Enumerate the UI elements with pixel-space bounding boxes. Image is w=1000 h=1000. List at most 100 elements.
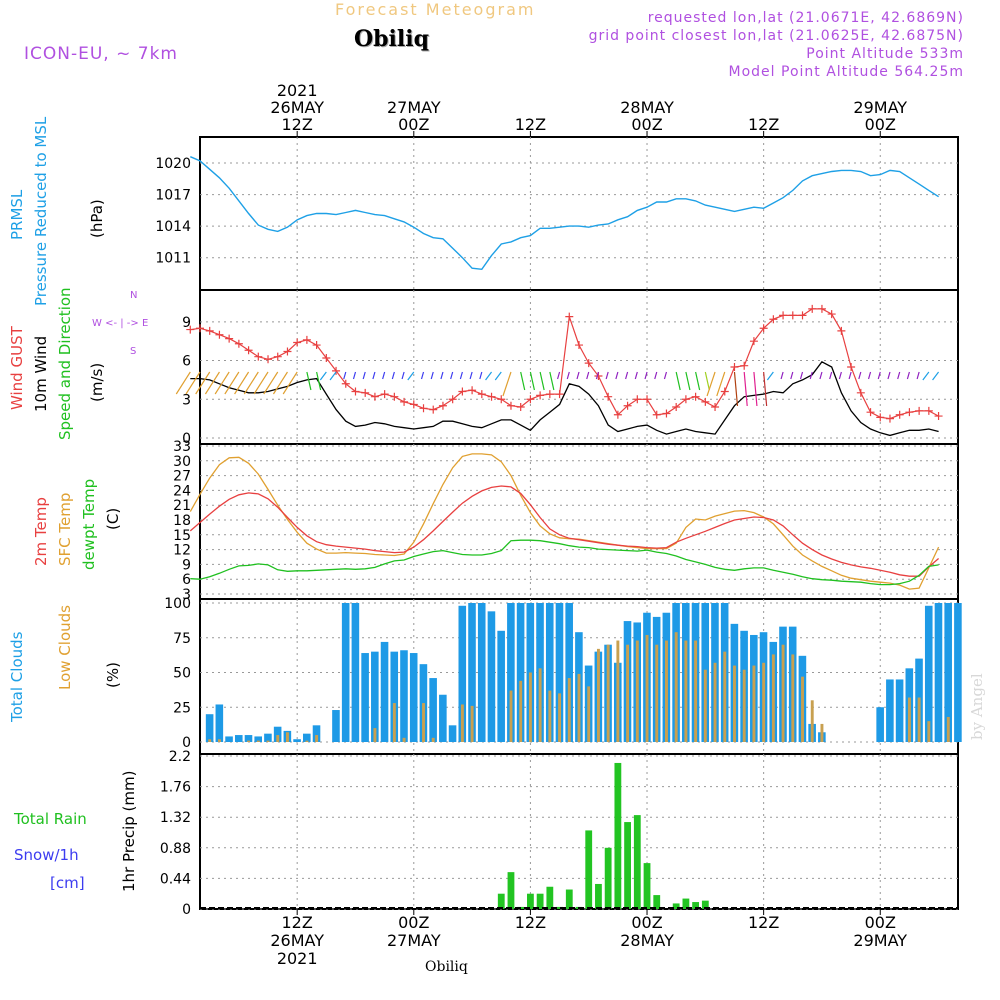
gust-marker xyxy=(662,409,671,418)
gust-marker xyxy=(458,387,467,396)
wind-arrow xyxy=(263,371,279,395)
gust-marker xyxy=(808,304,817,313)
wind-arrow xyxy=(799,371,804,380)
gust-marker xyxy=(322,353,331,362)
wind-arrow xyxy=(352,371,357,380)
top-time-label: 00Z xyxy=(631,115,662,134)
total-rain-label: Total Rain xyxy=(14,810,87,828)
temperature-tick-label: 33 xyxy=(173,439,191,455)
wind-arrow xyxy=(829,371,833,380)
low-cloud-bar xyxy=(762,662,766,742)
wind-arrow xyxy=(766,371,774,381)
low-cloud-bar xyxy=(305,740,309,742)
wind-arrow xyxy=(372,371,376,380)
clouds-tick-label: 100 xyxy=(164,596,191,612)
total-cloud-bar xyxy=(468,603,476,742)
gust-marker xyxy=(730,363,739,371)
wind-arrow xyxy=(695,371,701,391)
total-cloud-bar xyxy=(303,733,311,742)
wind-arrow xyxy=(224,371,240,395)
wind-arrow xyxy=(494,371,502,381)
wind-arrow xyxy=(675,371,681,391)
gust-marker xyxy=(885,414,894,423)
gust-marker xyxy=(264,355,273,364)
low-cloud-bar xyxy=(315,735,319,742)
wind-arrow xyxy=(733,371,739,407)
wind-arrow xyxy=(282,371,298,395)
wind-arrow xyxy=(716,371,726,397)
top-time-label: 12Z xyxy=(282,115,313,134)
low-cloud-bar xyxy=(820,723,824,742)
low-cloud-bar xyxy=(723,651,727,742)
total-cloud-bar xyxy=(273,726,282,742)
gust-marker xyxy=(876,413,885,422)
gust-marker xyxy=(380,390,389,399)
wind-arrow xyxy=(743,371,748,407)
top-time-label: 27MAY xyxy=(387,98,441,117)
top-time-label: 26MAY xyxy=(270,98,324,117)
temperature-tick-label: 6 xyxy=(182,572,191,588)
temperature-tick-label: 15 xyxy=(173,528,191,544)
total-cloud-bar xyxy=(895,679,904,742)
precipitation-tick-label: 1.76 xyxy=(160,780,191,796)
wind-arrow xyxy=(450,371,454,380)
low-cloud-bar xyxy=(528,672,532,742)
wind-line xyxy=(190,360,939,437)
wind-arrow xyxy=(243,371,259,395)
wind-arrow xyxy=(391,371,395,380)
gust-marker xyxy=(487,392,496,401)
wind-tick-label: 0 xyxy=(182,431,191,447)
gust-marker xyxy=(205,326,214,335)
wind-arrow xyxy=(906,371,910,380)
wind-arrow xyxy=(520,371,526,391)
top-time-label: 00Z xyxy=(865,115,896,134)
wind-arrow xyxy=(430,371,434,380)
gust-marker xyxy=(244,346,253,355)
wind-arrow xyxy=(185,371,201,395)
gust-marker xyxy=(643,395,652,404)
low-cloud-bar xyxy=(538,668,542,742)
total-cloud-bar xyxy=(234,735,243,742)
rain-bar xyxy=(653,895,661,909)
low-cloud-bar xyxy=(567,678,571,742)
low-cloud-bar xyxy=(431,737,435,742)
wind-arrow xyxy=(790,371,794,380)
wind-arrow xyxy=(763,371,768,407)
low-cloud-bar xyxy=(733,665,736,742)
total-cloud-bar xyxy=(934,603,943,742)
low-cloud-bar xyxy=(684,640,688,742)
low-cloud-bar xyxy=(460,704,464,742)
wind-arrow xyxy=(459,371,463,380)
low-cloud-bar xyxy=(470,705,474,742)
gust-marker xyxy=(856,388,865,397)
low-cloud-bar xyxy=(742,669,746,742)
wind-arrow xyxy=(469,371,473,380)
total-cloud-bar xyxy=(312,725,321,742)
rain-bar xyxy=(536,893,544,909)
rain-bar xyxy=(497,893,505,909)
gust-marker xyxy=(720,387,729,396)
wind-arrow xyxy=(685,371,691,391)
low-cloud-bar xyxy=(645,634,649,742)
gust-marker xyxy=(584,359,593,368)
precipitation-tick-label: 2.2 xyxy=(169,749,191,765)
top-time-label: 12Z xyxy=(515,115,546,134)
total-cloud-bar xyxy=(371,651,379,742)
total-cloud-bar xyxy=(419,664,428,742)
total-cloud-bar xyxy=(516,603,525,742)
low-cloud-bar xyxy=(422,703,425,742)
total-cloud-bar xyxy=(225,736,233,742)
gust-marker xyxy=(497,395,506,404)
bottom-time-label: 00Z xyxy=(865,913,896,932)
gust-marker xyxy=(701,397,710,406)
low-cloud-bar xyxy=(626,644,630,742)
gust-marker xyxy=(575,341,583,350)
rain-bar xyxy=(527,893,534,909)
total-cloud-bar xyxy=(390,651,399,742)
wind-arrow xyxy=(407,371,415,381)
low-cloud-bar xyxy=(791,654,795,742)
wind-arrow xyxy=(382,371,386,380)
top-time-label: 2021 xyxy=(277,81,318,100)
wind-arrow xyxy=(897,371,901,380)
top-time-label: 28MAY xyxy=(620,98,674,117)
